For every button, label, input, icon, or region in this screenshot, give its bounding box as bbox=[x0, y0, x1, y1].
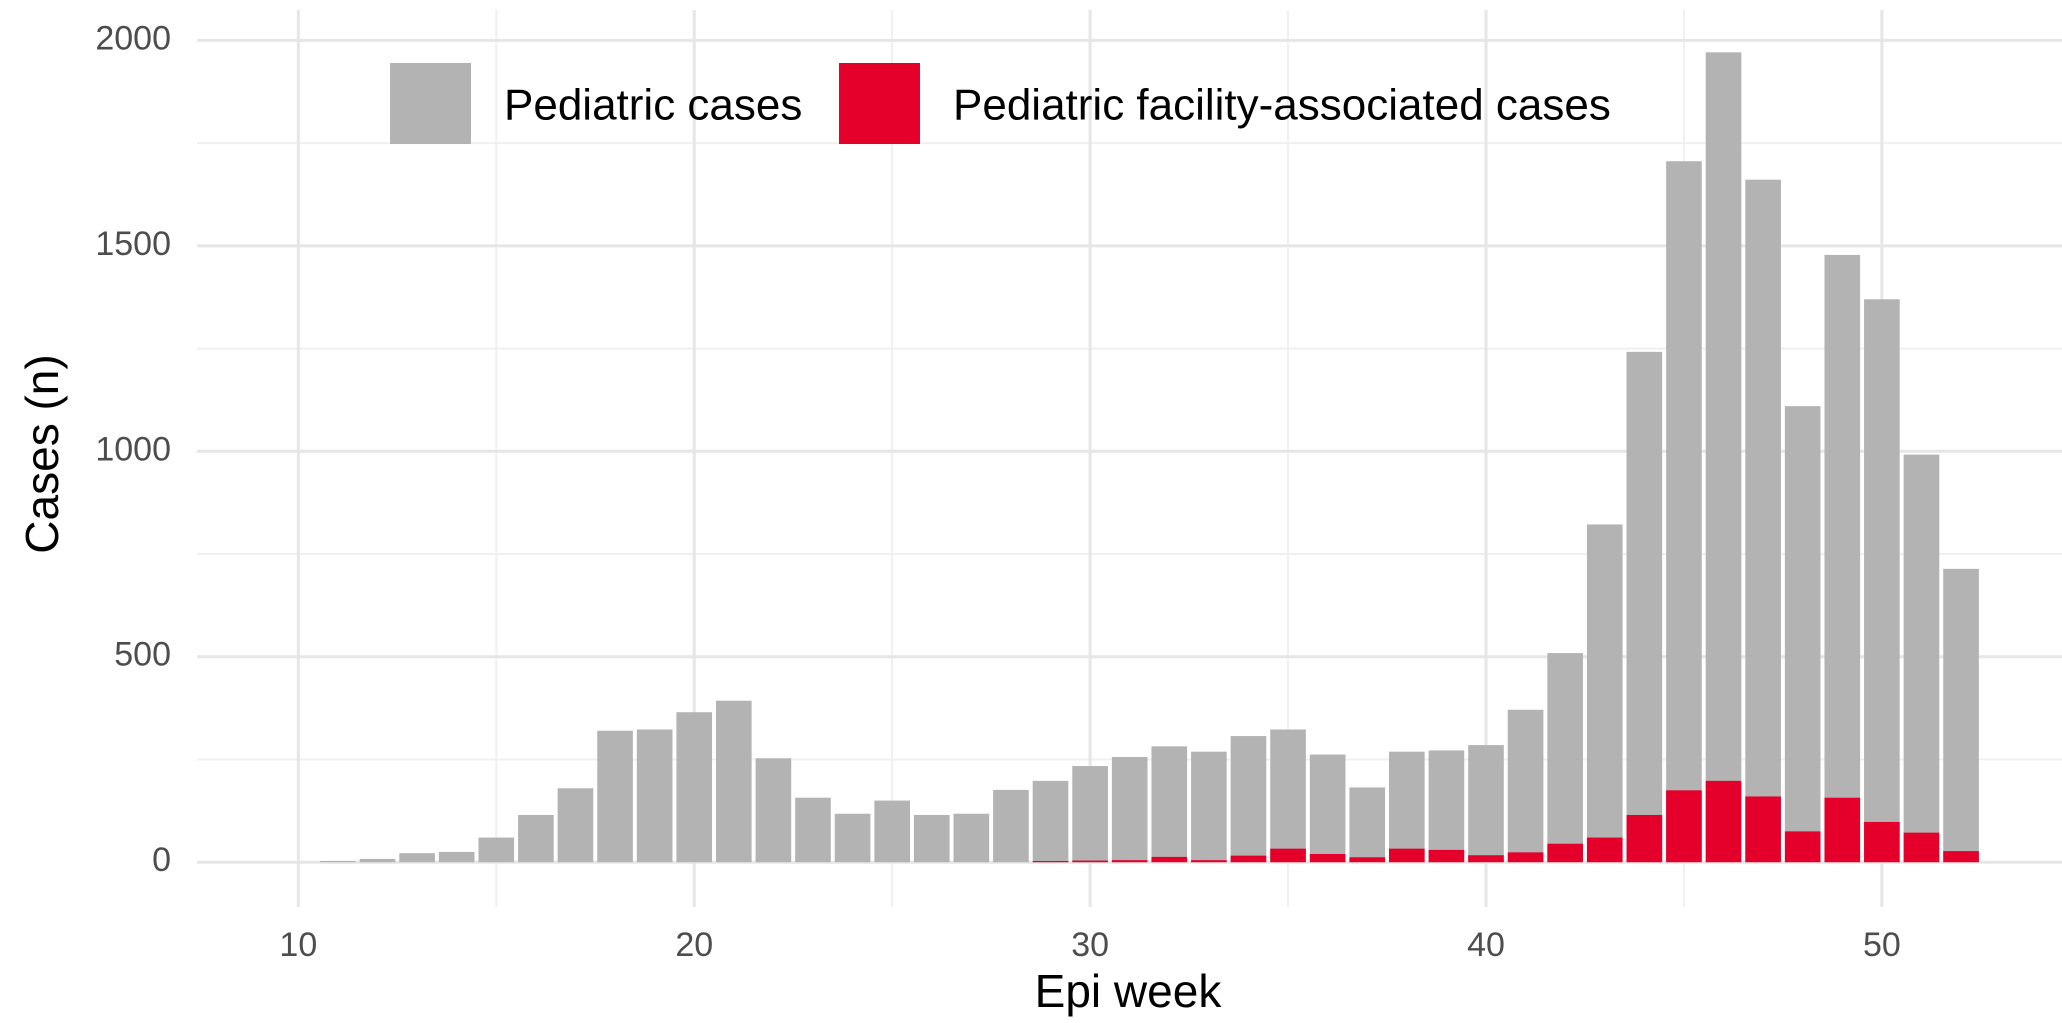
bar bbox=[478, 837, 515, 863]
bar bbox=[1626, 351, 1663, 863]
bar bbox=[795, 797, 831, 863]
bar bbox=[597, 730, 633, 863]
bar bbox=[1468, 855, 1504, 863]
bar bbox=[1032, 860, 1069, 863]
bar bbox=[1309, 853, 1346, 863]
x-axis-title: Epi week bbox=[1035, 965, 1223, 1017]
bar bbox=[359, 858, 396, 863]
bar bbox=[1349, 787, 1386, 863]
bar bbox=[1586, 837, 1623, 863]
bar bbox=[1428, 750, 1465, 863]
bar bbox=[1111, 757, 1148, 863]
bar bbox=[1468, 745, 1504, 863]
bar bbox=[320, 860, 356, 863]
bar bbox=[1745, 796, 1781, 863]
bar bbox=[1547, 653, 1583, 863]
bar bbox=[399, 853, 435, 863]
bar bbox=[1191, 860, 1227, 863]
bar bbox=[1507, 852, 1544, 863]
bar bbox=[1270, 848, 1306, 863]
bar bbox=[1547, 843, 1583, 863]
bar bbox=[1784, 831, 1821, 863]
bar bbox=[636, 729, 673, 863]
x-tick-label: 50 bbox=[1863, 926, 1901, 964]
bar bbox=[913, 814, 950, 863]
legend-swatch bbox=[839, 63, 920, 144]
bar bbox=[1586, 524, 1623, 863]
bar bbox=[1270, 729, 1306, 863]
y-tick-label: 1000 bbox=[95, 430, 171, 468]
x-tick-label: 30 bbox=[1071, 926, 1109, 964]
bar bbox=[1666, 790, 1702, 863]
bar bbox=[1864, 821, 1900, 863]
bar bbox=[1626, 814, 1663, 863]
bar bbox=[1349, 857, 1386, 863]
y-axis-title: Cases (n) bbox=[16, 354, 68, 553]
legend-label: Pediatric cases bbox=[504, 81, 802, 130]
y-tick-label: 500 bbox=[114, 636, 171, 674]
bar bbox=[1784, 406, 1821, 863]
bar bbox=[1230, 736, 1267, 863]
bar bbox=[1705, 780, 1742, 863]
y-tick-label: 1500 bbox=[95, 225, 171, 263]
bar bbox=[755, 758, 792, 863]
bar bbox=[1072, 766, 1108, 863]
bar bbox=[1903, 454, 1940, 863]
bar bbox=[1824, 797, 1861, 863]
bar bbox=[834, 813, 871, 863]
bar bbox=[1111, 860, 1148, 863]
bar bbox=[1309, 754, 1346, 863]
bar bbox=[557, 788, 594, 863]
bar bbox=[438, 851, 475, 863]
bar bbox=[1230, 855, 1267, 863]
bar bbox=[1032, 780, 1069, 863]
bar bbox=[1864, 299, 1900, 863]
x-tick-label: 10 bbox=[279, 926, 317, 964]
bar bbox=[518, 814, 554, 863]
bar bbox=[1191, 751, 1227, 863]
bar bbox=[1507, 709, 1544, 863]
legend-label: Pediatric facility-associated cases bbox=[953, 81, 1611, 130]
bar bbox=[1903, 832, 1940, 863]
bar bbox=[1428, 849, 1465, 863]
bar bbox=[1389, 751, 1425, 863]
y-tick-label: 0 bbox=[152, 841, 171, 879]
bar bbox=[1745, 179, 1781, 863]
bar bbox=[953, 813, 990, 863]
bar bbox=[1151, 746, 1188, 863]
bar bbox=[874, 800, 910, 863]
bar bbox=[1943, 568, 1979, 863]
bar bbox=[1072, 860, 1108, 863]
bar bbox=[1389, 848, 1425, 863]
bar bbox=[676, 712, 713, 863]
x-tick-label: 40 bbox=[1467, 926, 1505, 964]
bar bbox=[1151, 856, 1188, 863]
bar bbox=[716, 700, 752, 863]
x-tick-label: 20 bbox=[675, 926, 713, 964]
bar bbox=[1943, 851, 1979, 863]
y-tick-label: 2000 bbox=[95, 19, 171, 57]
bar bbox=[993, 789, 1029, 863]
bar bbox=[1666, 161, 1702, 863]
bar bbox=[1824, 254, 1861, 863]
bar bbox=[1705, 52, 1742, 863]
legend-swatch bbox=[390, 63, 471, 144]
